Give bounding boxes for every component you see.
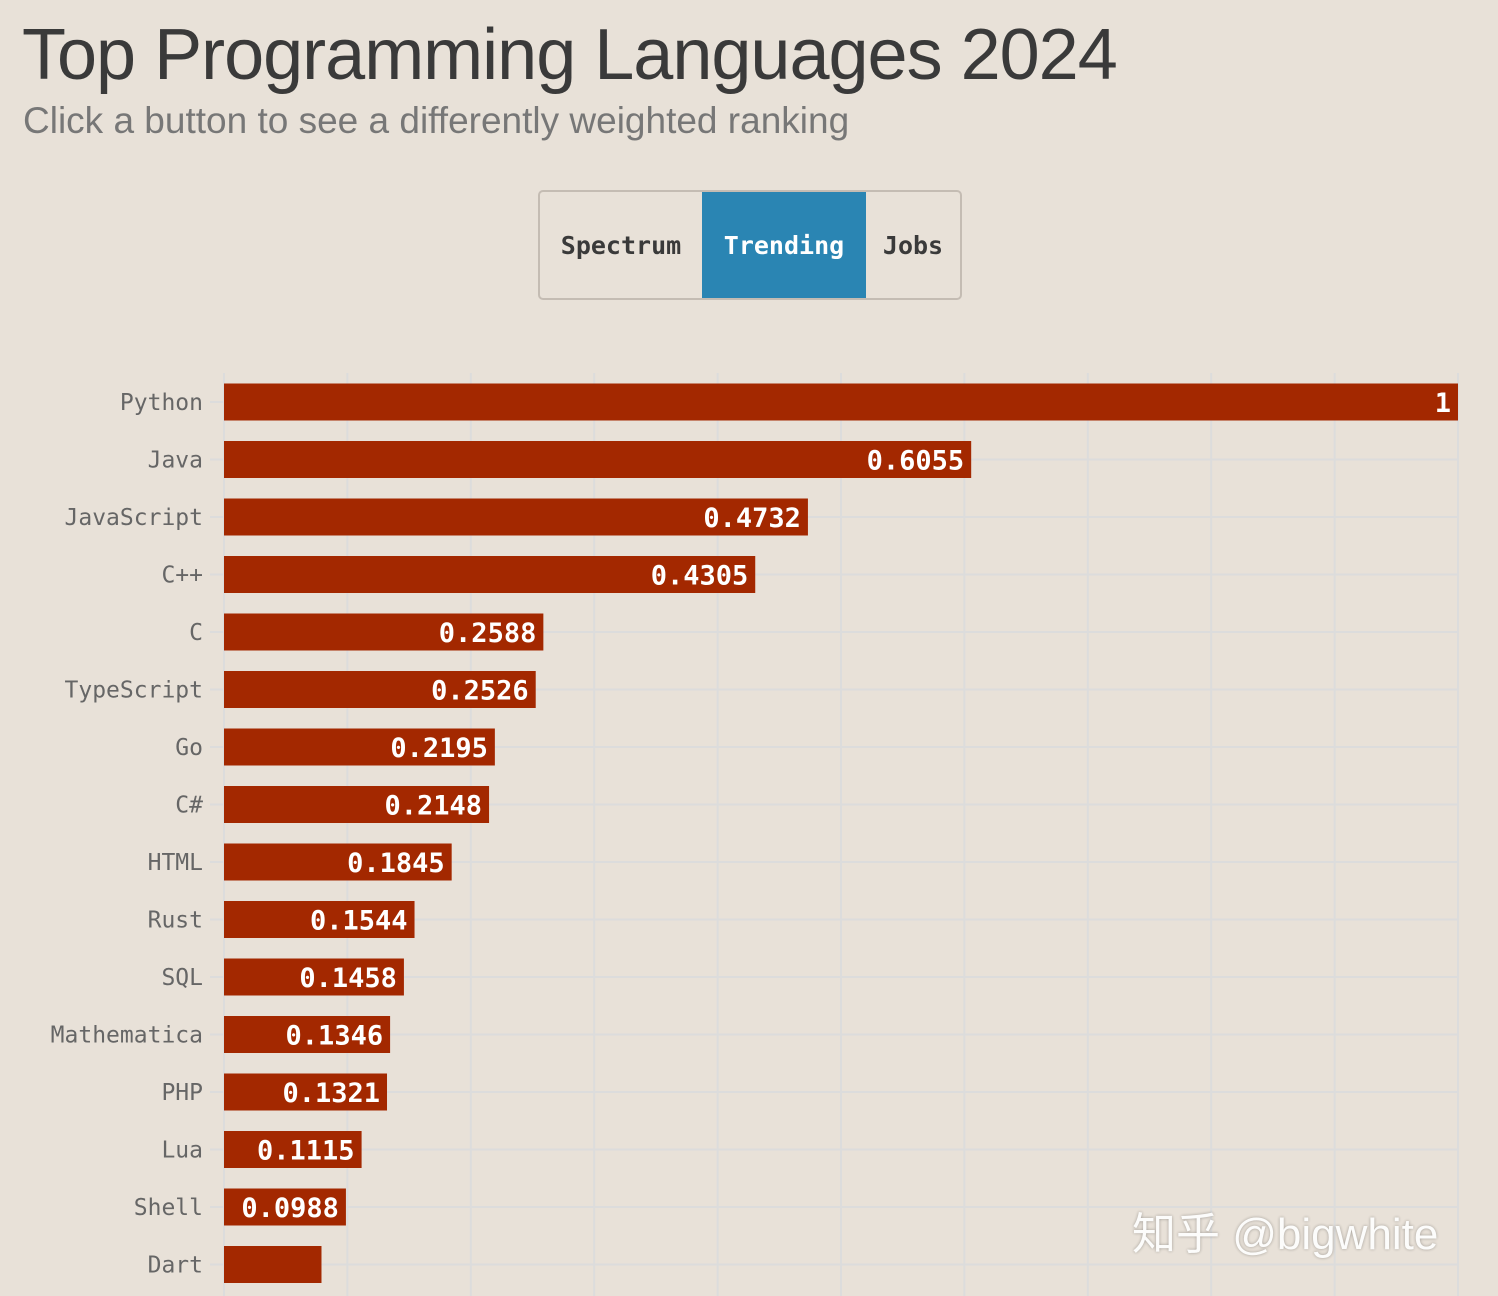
category-label: C++ (161, 563, 203, 589)
category-label: Java (148, 448, 203, 474)
category-label: HTML (148, 850, 203, 876)
data-label: 0.1115 (257, 1136, 355, 1167)
data-label: 0.1458 (299, 963, 397, 994)
category-label: C (189, 620, 203, 646)
bar (224, 843, 452, 881)
data-label: 0.1544 (310, 906, 408, 937)
bar (224, 786, 490, 823)
data-label: 0.1845 (347, 848, 445, 879)
data-label: 0.1346 (286, 1021, 384, 1052)
category-label: JavaScript (65, 505, 203, 531)
category-label: C# (175, 793, 203, 819)
jobs-button[interactable]: Jobs (882, 230, 944, 260)
page-title: Top Programming Languages 2024 (22, 15, 1118, 95)
category-label: Dart (148, 1253, 203, 1279)
trending-button[interactable]: Trending (702, 192, 866, 298)
bar (224, 556, 756, 593)
data-label: 0.2588 (439, 618, 537, 649)
data-label: 0.2526 (431, 676, 529, 707)
bar (224, 728, 495, 766)
category-label: Lua (161, 1138, 203, 1164)
data-label: 0.4732 (703, 503, 801, 534)
category-label: Rust (148, 908, 203, 934)
bar (224, 1246, 322, 1283)
data-label: 0.0988 (241, 1193, 339, 1224)
ranking-toggle: Spectrum Trending Jobs (538, 190, 962, 300)
data-label: 0.2195 (390, 733, 488, 764)
data-label: 0.6055 (867, 446, 965, 477)
data-label: 0.4305 (651, 561, 749, 592)
category-label: Go (175, 735, 203, 761)
bar (224, 498, 808, 536)
data-label: 0.2148 (385, 791, 483, 822)
category-label: Mathematica (51, 1023, 203, 1049)
category-label: TypeScript (65, 678, 203, 704)
category-label: SQL (161, 965, 203, 991)
bar (224, 441, 972, 478)
category-label: PHP (161, 1080, 203, 1106)
bar (224, 383, 1458, 421)
bar (224, 1131, 362, 1168)
spectrum-button[interactable]: Spectrum (560, 230, 682, 260)
bar (224, 1188, 346, 1226)
page-subtitle: Click a button to see a differently weig… (23, 100, 850, 141)
watermark: 知乎 @bigwhite (1132, 1210, 1439, 1259)
bar (224, 613, 544, 651)
bar (224, 671, 536, 708)
category-label: Python (120, 390, 203, 416)
bar (224, 1016, 391, 1053)
bar (224, 901, 415, 938)
data-label: 0.1321 (282, 1078, 380, 1109)
bar (224, 1073, 388, 1111)
bar (224, 958, 404, 996)
data-label: 1 (1435, 388, 1451, 419)
category-label: Shell (134, 1195, 203, 1221)
